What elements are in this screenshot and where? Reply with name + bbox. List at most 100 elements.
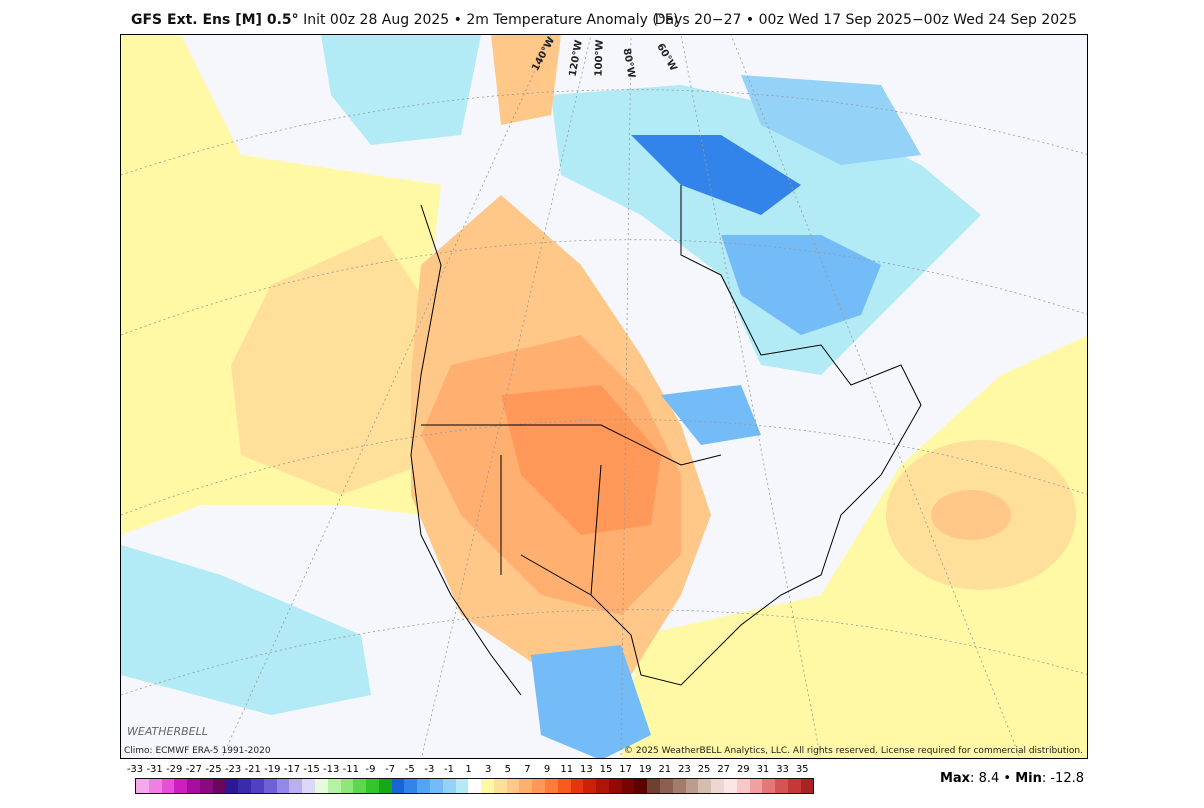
colorbar-swatch xyxy=(787,779,801,793)
colorbar-swatch xyxy=(736,779,750,793)
colorbar-swatch xyxy=(519,779,533,793)
colorbar-tick-label: -15 xyxy=(303,764,320,775)
colorbar-swatch xyxy=(238,779,252,793)
colorbar-tick-label: -3 xyxy=(424,764,435,775)
anomaly-region-pacific-cool xyxy=(121,545,371,715)
colorbar-swatch xyxy=(174,779,188,793)
colorbar-labels: -33 -31 -29 -27 -25 -23 -21 -19 -17 -15 -13 -11 -9 -7… xyxy=(120,764,820,776)
colorbar-swatch xyxy=(493,779,507,793)
colorbar-tick-label: -33 xyxy=(126,764,144,775)
max-min-readout: Max: 8.4 • Min: -12.8 xyxy=(939,771,1084,786)
meridian-label-100w: 100°W xyxy=(593,39,606,77)
colorbar-swatch xyxy=(532,779,545,793)
colorbar xyxy=(135,778,814,794)
colorbar-swatch xyxy=(314,779,328,793)
colorbar-tick-label: -25 xyxy=(205,764,222,775)
colorbar-swatch xyxy=(417,779,430,793)
colorbar-swatch xyxy=(481,779,494,793)
colorbar-swatch xyxy=(608,779,622,793)
colorbar-tick-label: -5 xyxy=(404,764,415,775)
separator: • xyxy=(453,12,462,28)
colorbar-swatch xyxy=(251,779,264,793)
colorbar-swatch xyxy=(570,779,584,793)
colorbar-swatch xyxy=(187,779,200,793)
colorbar-tick-label: -17 xyxy=(283,764,301,775)
colorbar-swatch xyxy=(621,779,635,793)
colorbar-swatch xyxy=(775,779,788,793)
colorbar-swatch xyxy=(225,779,239,793)
colorbar-swatch xyxy=(749,779,763,793)
colorbar-tick-label: -21 xyxy=(244,764,261,775)
colorbar-swatch xyxy=(404,779,418,793)
map-title: GFS Ext. Ens [M] 0.5° Init 00z 28 Aug 20… xyxy=(131,12,678,28)
colorbar-tick-label: -23 xyxy=(224,764,242,775)
colorbar-swatch xyxy=(506,779,520,793)
colorbar-tick-label: 17 xyxy=(619,764,632,775)
colorbar-swatch xyxy=(647,779,661,793)
max-value: 8.4 xyxy=(978,771,1000,786)
colorbar-tick-label: 23 xyxy=(678,764,691,775)
colorbar-swatch xyxy=(698,779,712,793)
colorbar-swatch xyxy=(455,779,469,793)
map-canvas xyxy=(121,35,1087,758)
anomaly-region-alaska-cool xyxy=(321,35,481,145)
colorbar-swatch xyxy=(340,779,354,793)
colorbar-tick-label: -11 xyxy=(342,764,360,775)
colorbar-swatch xyxy=(685,779,699,793)
colorbar-tick-label: -27 xyxy=(185,764,203,775)
colorbar-swatch xyxy=(366,779,379,793)
colorbar-swatch xyxy=(660,779,673,793)
colorbar-swatch xyxy=(302,779,315,793)
colorbar-tick-label: -9 xyxy=(365,764,376,775)
colorbar-swatch xyxy=(429,779,443,793)
init-time: Init 00z 28 Aug 2025 xyxy=(303,12,450,28)
colorbar-tick-label: -13 xyxy=(323,764,340,775)
colorbar-swatch xyxy=(353,779,367,793)
anomaly-region-hudson-cold xyxy=(721,235,881,335)
anomaly-map[interactable]: 140°W 120°W 100°W 80°W 60°W WEATHERBELL … xyxy=(120,34,1088,759)
colorbar-tick-label: 15 xyxy=(599,764,613,775)
colorbar-tick-label: 1 xyxy=(465,764,472,775)
colorbar-tick-label: 9 xyxy=(543,764,551,775)
colorbar-swatch xyxy=(378,779,392,793)
valid-period: Days 20−27 • 00z Wed 17 Sep 2025−00z Wed… xyxy=(654,12,1077,28)
max-label: Max xyxy=(939,771,971,786)
variable-name: 2m Temperature Anomaly (°F) xyxy=(466,12,679,28)
colorbar-tick-label: -29 xyxy=(166,764,183,775)
colorbar-swatch xyxy=(276,779,290,793)
colorbar-tick-label: -31 xyxy=(146,764,163,775)
colorbar-tick-label: 35 xyxy=(795,764,809,775)
degree-symbol: ° xyxy=(291,12,299,28)
colorbar-swatch xyxy=(199,779,213,793)
colorbar-tick-label: 11 xyxy=(560,764,574,775)
colorbar-tick-label: 7 xyxy=(524,764,531,775)
colorbar-swatch xyxy=(263,779,277,793)
colorbar-tick-label: -7 xyxy=(385,764,396,775)
colorbar-tick-label: 3 xyxy=(485,764,492,775)
colorbar-swatch xyxy=(468,779,482,793)
weatherbell-logo: WEATHERBELL xyxy=(127,725,208,738)
colorbar-tick-label: 33 xyxy=(776,764,789,775)
colorbar-swatch xyxy=(557,779,571,793)
colorbar-swatch xyxy=(800,779,814,793)
colorbar-tick-label: 29 xyxy=(736,764,750,775)
colorbar-swatch xyxy=(672,779,686,793)
colorbar-tick-label: 5 xyxy=(504,764,512,775)
copyright-note: © 2025 WeatherBELL Analytics, LLC. All r… xyxy=(624,746,1083,756)
climo-note: Climo: ECMWF ERA-5 1991-2020 xyxy=(124,746,271,756)
colorbar-tick-label: 21 xyxy=(658,764,672,775)
min-value: -12.8 xyxy=(1050,771,1084,786)
colorbar-swatch xyxy=(148,779,162,793)
colorbar-swatch xyxy=(136,779,149,793)
colorbar-swatch xyxy=(391,779,405,793)
colorbar-tick-label: 27 xyxy=(717,764,731,775)
anomaly-region-atlantic-core xyxy=(931,490,1011,540)
colorbar-swatch xyxy=(161,779,175,793)
model-name: GFS Ext. Ens [M] 0.5 xyxy=(131,12,292,28)
colorbar-swatch xyxy=(327,779,341,793)
colorbar-swatch xyxy=(596,779,609,793)
colorbar-tick-label: -1 xyxy=(443,764,454,775)
anomaly-region-arctic-cold xyxy=(631,135,801,215)
colorbar-swatch xyxy=(583,779,597,793)
colorbar-tick-label: 31 xyxy=(756,764,770,775)
